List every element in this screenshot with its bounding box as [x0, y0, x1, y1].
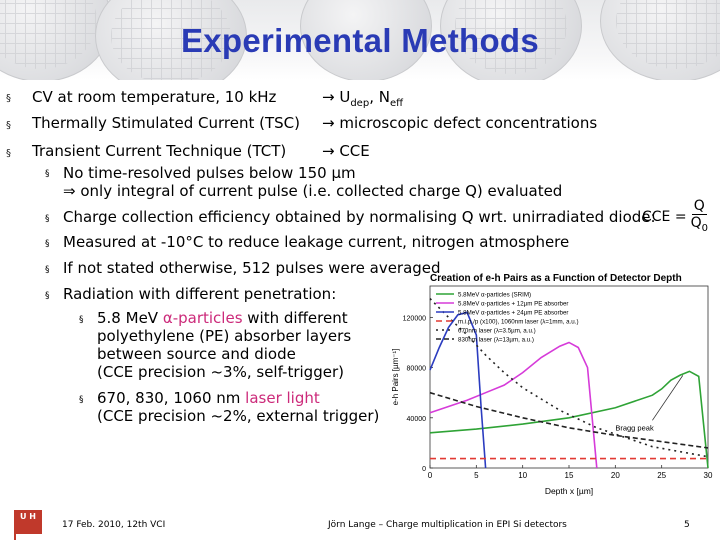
header-banner: [0, 0, 720, 80]
x-axis-label: Depth x [µm]: [545, 486, 593, 496]
y-tick-label: 40000: [407, 416, 427, 423]
x-tick-label: 15: [565, 471, 574, 480]
sub-bullet-marker: §: [45, 214, 50, 224]
university-logo: U H: [14, 510, 42, 540]
footer-date: 17 Feb. 2010, 12th VCI: [62, 520, 166, 530]
plot-frame: [429, 285, 709, 469]
legend-label: m.i.p./p (x100), 1060nm laser (λ=1mm, a.…: [458, 319, 579, 326]
annotation-label: Bragg peak: [615, 423, 654, 432]
x-tick-label: 5: [474, 471, 479, 480]
sub-bullet-marker: §: [45, 169, 50, 179]
series-line: [429, 311, 487, 469]
slide-title: Experimental Methods: [180, 22, 540, 59]
series-line: [429, 341, 598, 469]
sub-bullet-text: If not stated otherwise, 512 pulses were…: [63, 259, 441, 277]
bullet-text: Thermally Stimulated Current (TSC): [32, 114, 301, 132]
x-tick-label: 25: [657, 471, 666, 480]
x-tick-label: 10: [518, 471, 527, 480]
y-tick-label: 120000: [403, 315, 426, 322]
alpha-highlight: α-particles: [162, 309, 243, 327]
laser-highlight: laser light: [245, 389, 320, 407]
y-tick-label: 0: [422, 466, 426, 473]
series-line: [429, 370, 709, 469]
x-tick-label: 20: [611, 471, 620, 480]
sub-bullet-marker: §: [45, 291, 50, 301]
bullet-marker: §: [6, 120, 11, 131]
eh-pairs-chart: Creation of e-h Pairs as a Function of D…: [391, 273, 713, 496]
bullet-result: → microscopic defect concentrations: [322, 114, 598, 132]
cce-formula: CCE = Q Q0: [642, 198, 708, 234]
legend-label: 5.8MeV α-particles (SRIM): [458, 292, 531, 299]
footer-author: Jörn Lange – Charge multiplication in EP…: [328, 520, 567, 530]
x-tick-label: 30: [704, 471, 713, 480]
sub-bullet-text: Radiation with different penetration:: [63, 285, 337, 303]
x-tick-label: 0: [428, 471, 433, 480]
laser-item: 670, 830, 1060 nm laser light (CCE preci…: [97, 389, 380, 425]
legend-label: 5.8MeV α-particles + 24µm PE absorber: [458, 310, 569, 317]
legend-label: 670nm laser (λ=3.5µm, a.u.): [458, 328, 536, 335]
alpha-item: 5.8 MeV α-particles with different polye…: [97, 309, 352, 381]
wafer-decoration: [300, 0, 432, 80]
wafer-decoration: [0, 0, 112, 80]
sub-bullet-text: Charge collection efficiency obtained by…: [63, 208, 656, 226]
bullet-result: → Udep, Neff: [322, 88, 403, 109]
bullet-result: → CCE: [322, 142, 370, 160]
legend-label: 5.8MeV α-particles + 12µm PE absorber: [458, 301, 569, 308]
bullet-text: Transient Current Technique (TCT): [32, 142, 287, 160]
page-number: 5: [684, 520, 690, 530]
y-tick-label: 80000: [407, 366, 427, 373]
y-axis-label: e-h Pairs [µm⁻¹]: [391, 349, 400, 406]
sub-bullet-text: No time-resolved pulses below 150 µm: [63, 164, 356, 182]
legend-label: 830nm laser (λ=13µm, a.u.): [458, 337, 534, 344]
wafer-decoration: [95, 0, 247, 80]
sub-bullet-text: ⇒ only integral of current pulse (i.e. c…: [63, 182, 563, 200]
bullet-marker: §: [6, 93, 11, 104]
annotation-arrow: [652, 375, 684, 421]
sub-sub-bullet-marker: §: [79, 315, 84, 325]
sub-sub-bullet-marker: §: [79, 395, 84, 405]
bullet-marker: §: [6, 148, 11, 159]
chart-title: Creation of e-h Pairs as a Function of D…: [430, 273, 682, 284]
sub-bullet-marker: §: [45, 239, 50, 249]
series-line: [429, 391, 709, 449]
bullet-text: CV at room temperature, 10 kHz: [32, 88, 277, 106]
sub-bullet-text: Measured at -10°C to reduce leakage curr…: [63, 233, 570, 251]
sub-bullet-marker: §: [45, 265, 50, 275]
